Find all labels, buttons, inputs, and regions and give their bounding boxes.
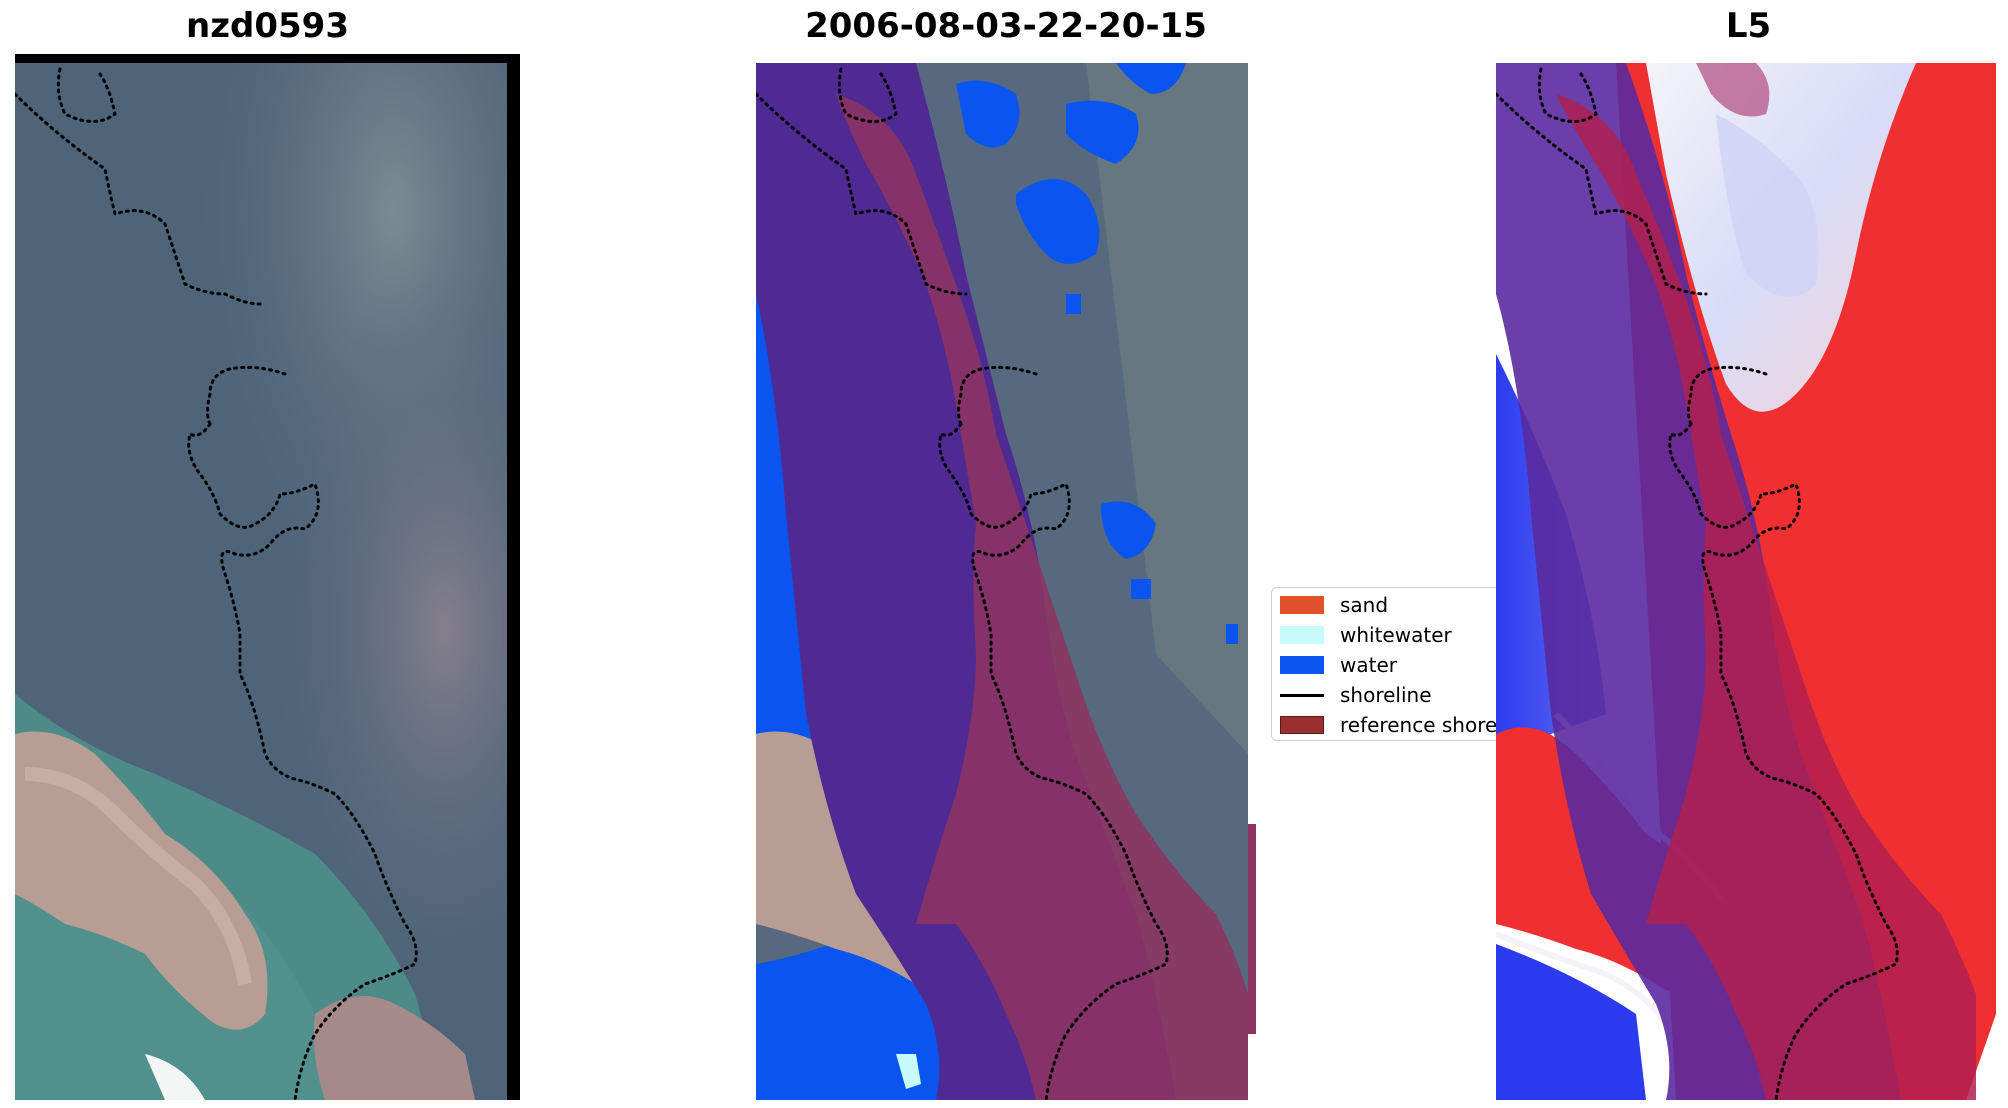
legend-item-water: water [1280, 650, 1397, 680]
index-map [1496, 54, 2001, 1100]
rgb-image [15, 54, 520, 1100]
shoreline-trace-panel1 [15, 67, 418, 1100]
classification-panel [756, 54, 1256, 1100]
sand-swatch [1280, 596, 1324, 614]
whitewater-swatch [1280, 626, 1324, 644]
legend: sand whitewater water shoreline referenc… [1271, 587, 1511, 741]
index-panel [1496, 54, 2001, 1100]
legend-label-reference-buffer: reference shoreline buffer [1340, 713, 1510, 737]
reference-buffer-swatch [1280, 716, 1324, 734]
legend-item-whitewater: whitewater [1280, 620, 1452, 650]
buffer-red [836, 94, 1248, 1100]
panel-title-image-id: nzd0593 [186, 6, 349, 46]
classification-map [756, 54, 1256, 1100]
shoreline-trace-panel2 [756, 67, 1169, 1100]
legend-label-sand: sand [1340, 593, 1389, 617]
legend-item-shoreline: shoreline [1280, 680, 1432, 710]
legend-item-reference-shoreline-buffer: reference shoreline buffer [1280, 710, 1510, 740]
water-swatch [1280, 656, 1324, 674]
panel-title-satellite: L5 [1725, 6, 1772, 46]
index-buffer-red [1556, 94, 1976, 1100]
legend-item-sand: sand [1280, 590, 1388, 620]
shoreline-line-sample [1280, 693, 1324, 697]
whitewater-patch [896, 1054, 921, 1089]
legend-label-whitewater: whitewater [1340, 623, 1452, 647]
rgb-image-panel [15, 54, 520, 1100]
shoreline-trace-panel3 [1496, 67, 1899, 1100]
panel-title-date: 2006-08-03-22-20-15 [805, 6, 1207, 46]
legend-label-water: water [1340, 653, 1397, 677]
legend-label-shoreline: shoreline [1340, 683, 1432, 707]
